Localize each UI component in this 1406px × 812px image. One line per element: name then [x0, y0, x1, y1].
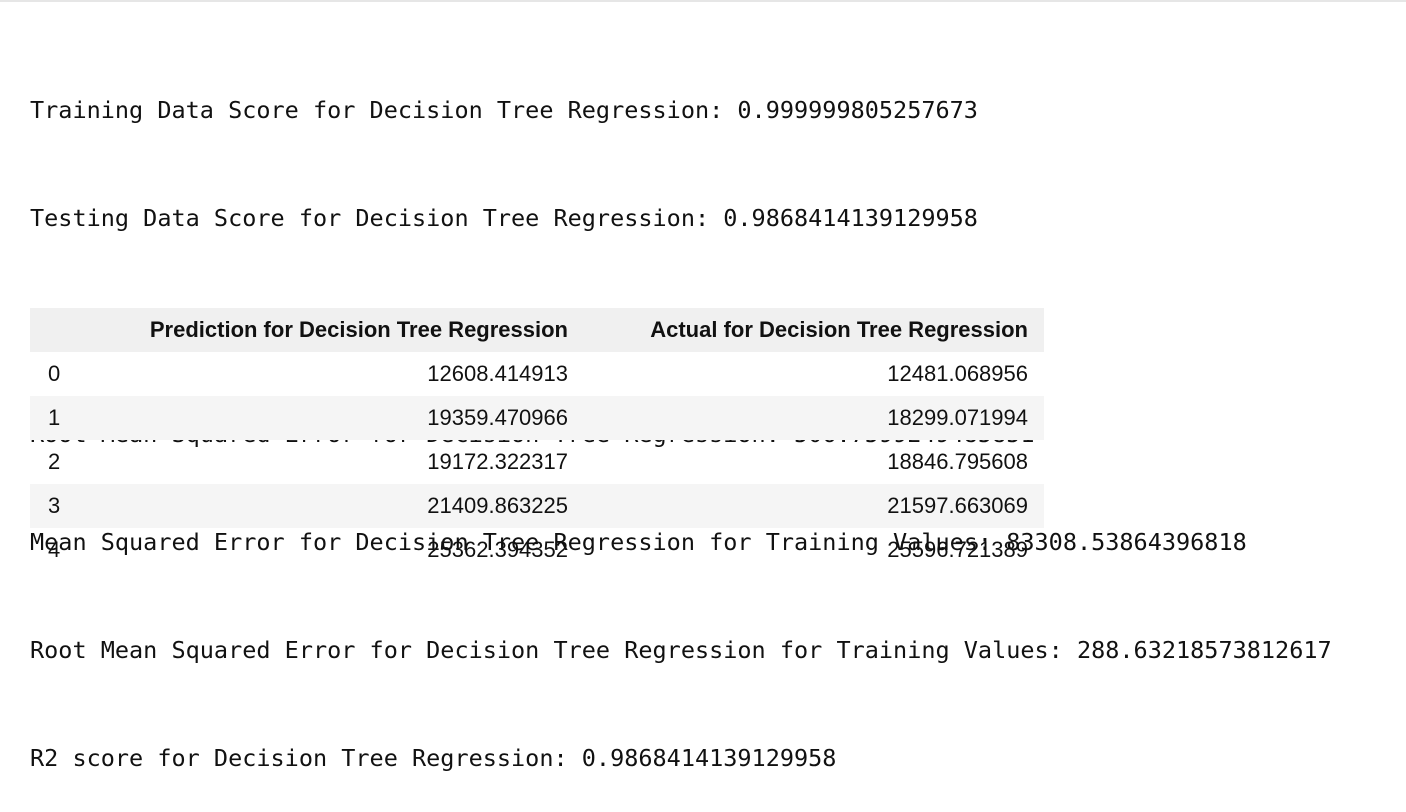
- table-row: 0 12608.414913 12481.068956: [30, 352, 1044, 396]
- output-line-r2-score: R2 score for Decision Tree Regression: 0…: [30, 744, 837, 772]
- prediction-cell: 19172.322317: [427, 449, 568, 474]
- results-dataframe: Prediction for Decision Tree Regression …: [30, 308, 1044, 572]
- row-index: 4: [48, 537, 61, 562]
- table-row: 2 19172.322317 18846.795608: [30, 440, 1044, 484]
- prediction-cell: 19359.470966: [78, 396, 584, 440]
- actual-cell: 25596.721389: [887, 537, 1028, 562]
- output-line-testing-score: Testing Data Score for Decision Tree Reg…: [30, 204, 978, 232]
- prediction-cell: 21409.863225: [78, 484, 584, 528]
- prediction-column-header: Prediction for Decision Tree Regression: [78, 308, 584, 352]
- table-header-row: Prediction for Decision Tree Regression …: [30, 308, 1044, 352]
- index-column-header: [30, 308, 78, 352]
- table-row: 3 21409.863225 21597.663069: [30, 484, 1044, 528]
- actual-cell: 18846.795608: [887, 449, 1028, 474]
- row-index: 2: [48, 449, 61, 474]
- actual-cell: 21597.663069: [584, 484, 1044, 528]
- row-index: 3: [30, 484, 78, 528]
- prediction-cell: 25362.394352: [427, 537, 568, 562]
- output-line-rmse-training: Root Mean Squared Error for Decision Tre…: [30, 636, 1332, 664]
- actual-cell: 18299.071994: [584, 396, 1044, 440]
- actual-column-header: Actual for Decision Tree Regression: [584, 308, 1044, 352]
- table-row: 4 25362.394352 25596.721389: [30, 528, 1044, 572]
- output-line-training-score: Training Data Score for Decision Tree Re…: [30, 96, 978, 124]
- row-index: 1: [30, 396, 78, 440]
- table-row: 1 19359.470966 18299.071994: [30, 396, 1044, 440]
- actual-cell: 12481.068956: [887, 361, 1028, 386]
- output-line-mse-training: Mean Squared Error for Decision Tree Reg…: [30, 528, 1247, 556]
- cell-top-divider: [0, 0, 1406, 2]
- prediction-cell: 12608.414913: [427, 361, 568, 386]
- row-index: 0: [48, 361, 61, 386]
